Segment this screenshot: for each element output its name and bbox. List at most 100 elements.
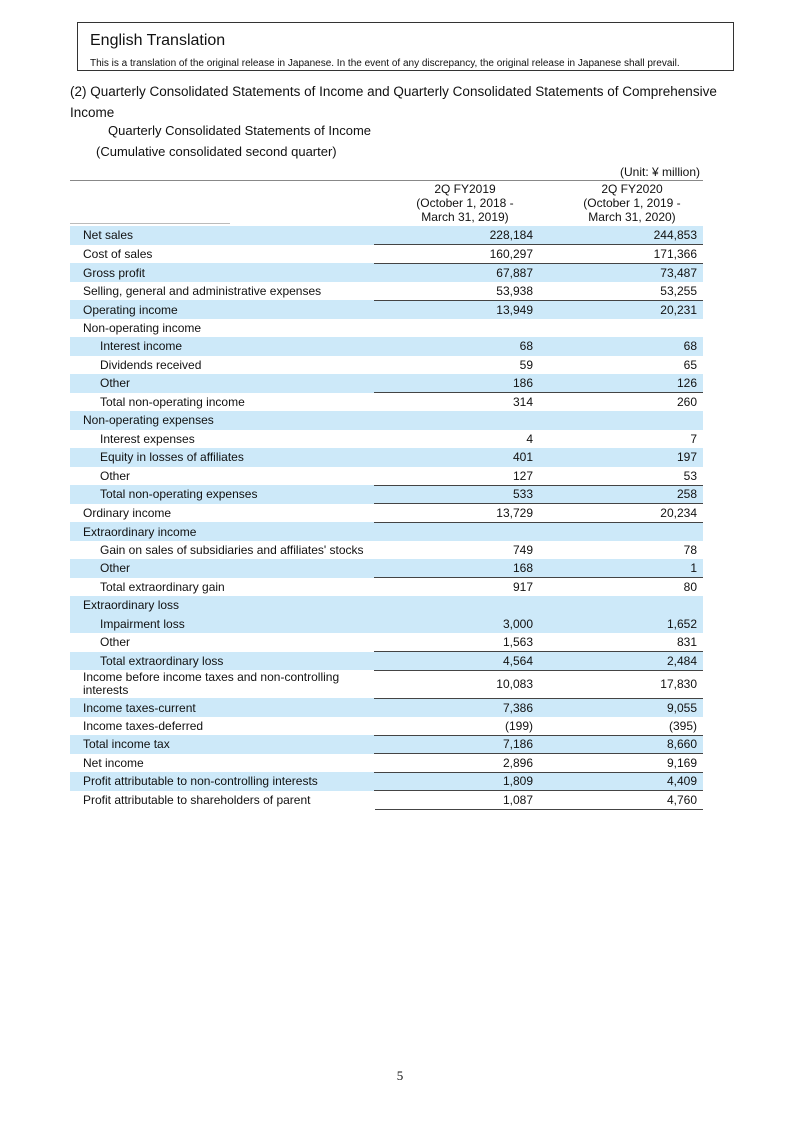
row-label: Total extraordinary gain [100,580,225,594]
value-fy2019: 1,809 [374,771,539,791]
col-period-end: March 31, 2019) [421,210,509,224]
row-label: Other [70,374,374,393]
value-fy2020: 197 [539,448,703,467]
table-row: Gross profit 67,887 73,487 [70,262,703,282]
value-fy2019: 1,563 [502,635,533,649]
table-row: Total income tax 7,186 8,660 [70,734,703,754]
col-title: 2Q FY2019 [434,182,496,196]
value-fy2019 [374,411,539,430]
header-rule-short [70,223,230,224]
unit-label: (Unit: ¥ million) [619,165,700,179]
table-row: Cost of sales 160,297 171,366 [70,244,703,263]
value-fy2020: 171,366 [539,244,703,263]
value-fy2020 [539,596,703,615]
table-row: Operating income 13,949 20,231 [70,299,703,319]
value-fy2020: 9,055 [539,697,703,717]
row-label: Cost of sales [83,246,153,261]
value-fy2019: 68 [374,337,539,356]
row-label: Non-operating income [83,320,202,335]
row-label: Profit attributable to shareholders of p… [83,793,311,807]
statement-title: Quarterly Consolidated Statements of Inc… [108,123,372,138]
row-label: Non-operating expenses [70,411,374,430]
value-fy2020: 244,853 [539,226,703,245]
income-statement-table: Net sales 228,184 244,853 Cost of sales 160,… [70,226,703,809]
value-fy2020: 20,231 [539,299,703,319]
row-label: Interest income [70,337,374,356]
value-fy2019: 13,729 [374,503,539,522]
value-fy2019: 53,938 [496,283,533,298]
value-fy2020: 1 [539,559,703,578]
column-header-fy2019: 2Q FY2019 (October 1, 2018 - March 31, 2… [390,182,540,224]
value-fy2020: 17,830 [539,669,703,698]
table-row: Other 168 1 [70,559,703,578]
table-row: Profit attributable to shareholders of p… [70,790,703,809]
row-label: Dividends received [100,357,202,372]
value-fy2019: 314 [374,392,539,411]
value-fy2020: 80 [539,577,703,596]
row-label: Profit attributable to non-controlling i… [70,772,374,791]
row-label: Net sales [70,226,374,245]
col-period-end: March 31, 2020) [588,210,676,224]
table-row: Equity in losses of affiliates 401 197 [70,448,703,467]
table-row: Interest expenses 4 7 [70,430,703,449]
row-label: Interest expenses [100,431,195,446]
value-fy2019: 7,386 [374,697,539,717]
table-row: Non-operating expenses [70,411,703,430]
row-label: Net income [83,755,144,770]
value-fy2020: 2,484 [539,651,703,670]
row-label: Selling, general and administrative expe… [83,283,322,298]
value-fy2019: 160,297 [374,244,539,263]
row-label: Total non-operating expenses [70,485,374,504]
row-label: Income before income taxes and non-contr… [83,670,340,697]
row-label: Total non-operating income [100,395,245,409]
table-row: Other 127 53 [70,467,703,486]
value-fy2019: 168 [374,559,539,578]
value-fy2020: 65 [683,357,697,372]
row-label: Other [100,468,131,483]
table-row: Net sales 228,184 244,853 [70,226,703,245]
value-fy2020: 7 [690,431,697,446]
value-fy2020: 73,487 [539,262,703,282]
row-label: Total income tax [70,735,374,754]
table-row: Non-operating income [70,319,703,338]
banner-note: This is a translation of the original re… [90,58,680,69]
col-period-start: (October 1, 2019 - [583,196,681,210]
value-fy2019: 2,896 [374,753,539,772]
value-fy2020: 68 [539,337,703,356]
value-fy2019 [374,521,539,541]
value-fy2020: 9,169 [539,753,703,772]
value-fy2020: (395) [668,718,697,733]
table-row: Other 186 126 [70,374,703,393]
table-row: Interest income 68 68 [70,337,703,356]
value-fy2020 [539,521,703,541]
table-row: Profit attributable to non-controlling i… [70,771,703,791]
row-label: Other [100,635,131,649]
row-label: Extraordinary loss [70,596,374,615]
value-fy2019: 13,949 [374,299,539,319]
value-fy2019 [374,319,539,338]
value-fy2019: 3,000 [374,614,539,633]
value-fy2019: 228,184 [374,226,539,245]
value-fy2019: 7,186 [374,734,539,754]
translation-banner: English Translation This is a translatio… [77,22,734,71]
value-fy2019: (199) [504,718,533,733]
value-fy2019: 59 [519,357,533,372]
table-row: Income taxes-current 7,386 9,055 [70,697,703,717]
table-row: Extraordinary loss [70,596,703,615]
table-row: Extraordinary income [70,521,703,541]
row-label: Ordinary income [83,505,172,520]
value-fy2019: 4 [526,431,533,446]
value-fy2019: 67,887 [374,262,539,282]
col-period-start: (October 1, 2018 - [416,196,514,210]
row-label: Extraordinary income [70,522,374,541]
value-fy2020: 260 [539,392,703,411]
table-row: Dividends received 59 65 [70,356,703,375]
value-fy2019: 749 [512,542,533,557]
row-label: Equity in losses of affiliates [70,448,374,467]
table-bottom-rule [375,809,703,810]
value-fy2020: 53,255 [660,283,697,298]
row-label: Income taxes-current [70,698,374,717]
row-label: Other [70,559,374,578]
row-label: Gross profit [70,263,374,282]
